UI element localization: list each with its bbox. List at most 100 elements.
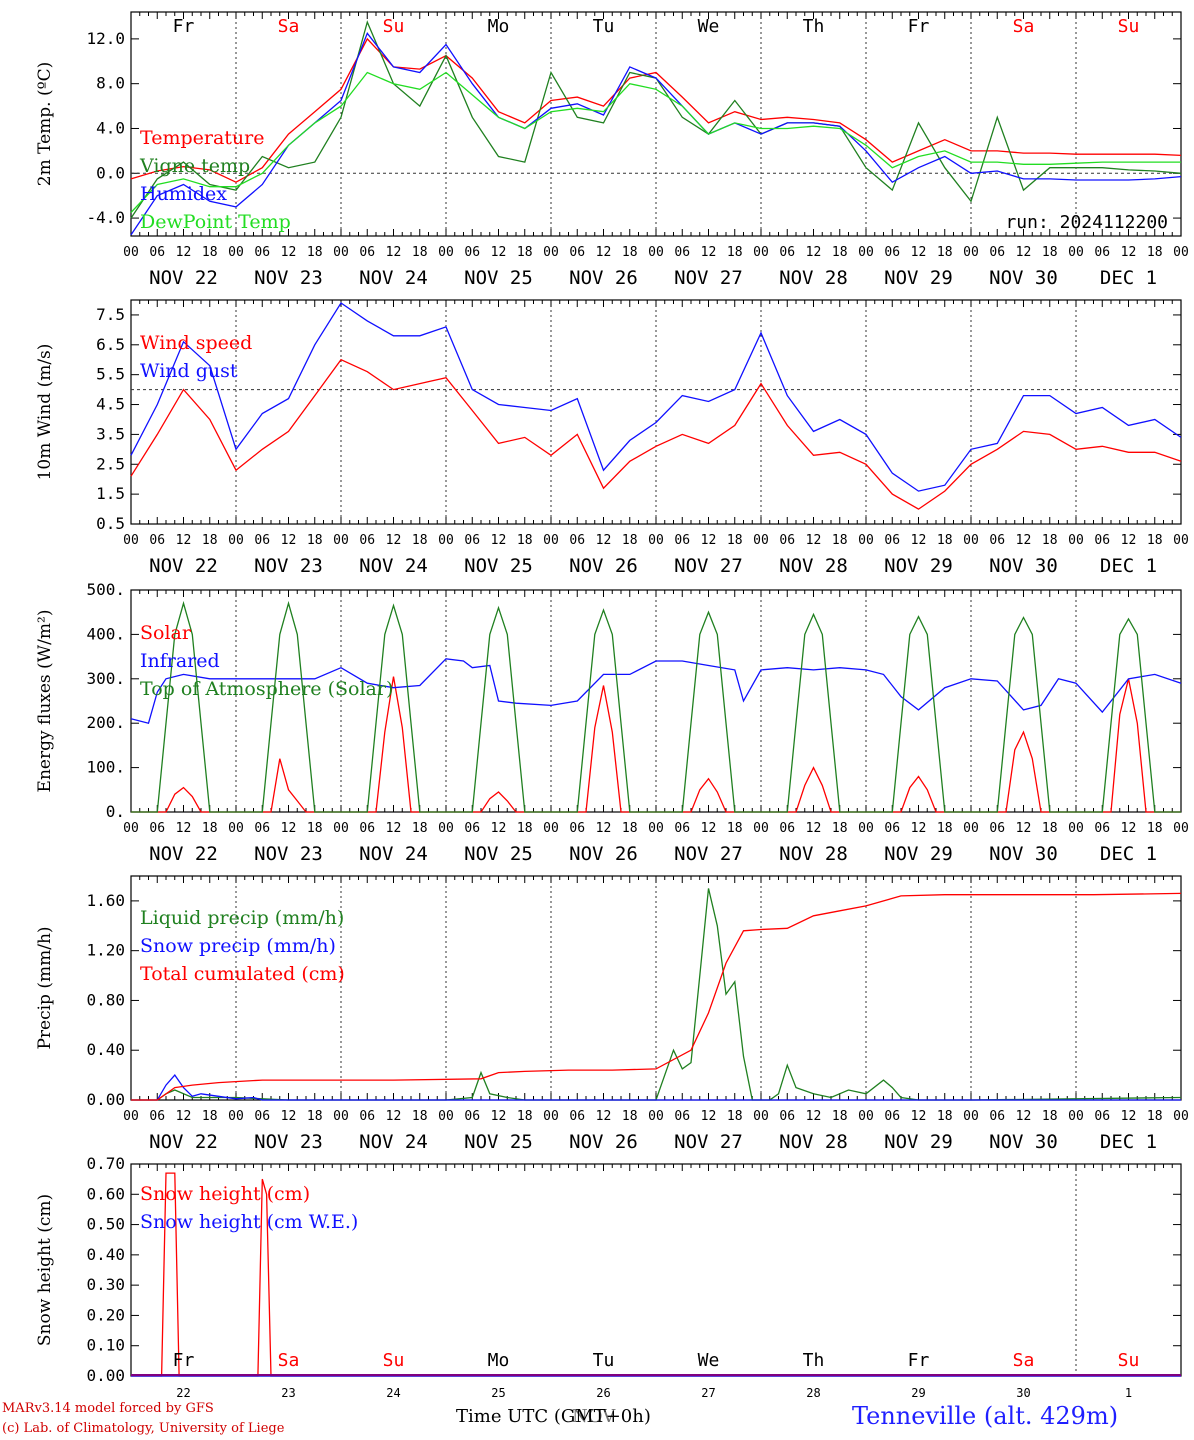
y-tick-label: 400. xyxy=(86,624,125,643)
legend-entry-liquid-precip-mm-h-: Liquid precip (mm/h) xyxy=(140,907,344,929)
series-line-total-cumulated-cm- xyxy=(131,892,1182,1101)
hour-tick-label: 06 xyxy=(149,533,165,548)
weekday-label: Fr xyxy=(908,1350,930,1371)
hour-tick-label: 06 xyxy=(1094,821,1110,836)
y-tick-label: 0. xyxy=(106,802,125,821)
hour-tick-label: 18 xyxy=(1042,1109,1058,1124)
hour-tick-label: 06 xyxy=(1094,533,1110,548)
hour-tick-label: 00 xyxy=(438,1109,454,1124)
day-number-label: 25 xyxy=(491,1386,505,1400)
y-tick-label: 0.80 xyxy=(86,990,125,1009)
legend-entry-snow-precip-mm-h-: Snow precip (mm/h) xyxy=(140,935,336,957)
hour-tick-label: 18 xyxy=(937,245,953,260)
hour-tick-label: 06 xyxy=(884,821,900,836)
date-label: NOV 30 xyxy=(989,267,1058,289)
hour-tick-label: 00 xyxy=(858,821,874,836)
y-axis-title: Precip (mm/h) xyxy=(35,926,55,1049)
hour-tick-label: 00 xyxy=(1173,245,1189,260)
date-label: NOV 22 xyxy=(149,1131,218,1153)
hour-tick-label: 18 xyxy=(832,533,848,548)
hour-tick-label: 06 xyxy=(254,1109,270,1124)
date-label: DEC 1 xyxy=(1100,843,1157,865)
hour-tick-label: 18 xyxy=(937,821,953,836)
panel-4 xyxy=(130,875,1182,1101)
weekday-label: Fr xyxy=(908,16,930,37)
hour-tick-label: 06 xyxy=(254,245,270,260)
date-label: NOV 30 xyxy=(989,843,1058,865)
hour-tick-label: 00 xyxy=(1173,821,1189,836)
hour-tick-label: 18 xyxy=(517,821,533,836)
y-tick-label: 0.30 xyxy=(86,1275,125,1294)
y-tick-label: 5.5 xyxy=(96,365,125,384)
weekday-label: Fr xyxy=(173,16,195,37)
y-axis-title: Energy fluxes (W/m²) xyxy=(35,610,55,793)
hour-tick-label: 12 xyxy=(806,1109,822,1124)
y-tick-label: 0.0 xyxy=(96,163,125,182)
date-label: NOV 28 xyxy=(779,267,848,289)
hour-tick-label: 06 xyxy=(464,821,480,836)
hour-tick-label: 12 xyxy=(386,821,402,836)
legend-entry-solar: Solar xyxy=(140,622,192,644)
hour-tick-label: 12 xyxy=(386,245,402,260)
hour-tick-label: 00 xyxy=(543,245,559,260)
date-label: DEC 1 xyxy=(1100,555,1157,577)
hour-tick-label: 18 xyxy=(727,821,743,836)
series-line-liquid-precip-mm-h- xyxy=(131,888,1182,1101)
series-line-temperature xyxy=(130,37,1182,183)
hour-tick-label: 06 xyxy=(359,1109,375,1124)
hour-tick-label: 12 xyxy=(1121,533,1137,548)
y-tick-label: 0.00 xyxy=(86,1366,125,1385)
panel-5 xyxy=(130,1163,1182,1377)
hour-tick-label: 18 xyxy=(517,1109,533,1124)
credit-line-1: MARv3.14 model forced by GFS xyxy=(2,1401,214,1416)
legend-entry-temperature: Temperature xyxy=(140,127,264,149)
date-label: DEC 1 xyxy=(1100,267,1157,289)
date-label: NOV 28 xyxy=(779,555,848,577)
hour-tick-label: 06 xyxy=(884,1109,900,1124)
hour-tick-label: 12 xyxy=(281,1109,297,1124)
y-tick-label: 8.0 xyxy=(96,74,125,93)
legend-entry-snow-height-cm-: Snow height (cm) xyxy=(140,1183,310,1205)
weekday-label: Su xyxy=(1118,16,1140,37)
date-label: NOV 24 xyxy=(359,1131,428,1153)
hour-tick-label: 12 xyxy=(281,245,297,260)
y-tick-label: 6.5 xyxy=(96,335,125,354)
hour-tick-label: 00 xyxy=(753,1109,769,1124)
hour-tick-label: 06 xyxy=(254,821,270,836)
weekday-label: Th xyxy=(803,16,825,37)
hour-tick-label: 12 xyxy=(911,245,927,260)
weekday-label: We xyxy=(698,1350,720,1371)
hour-tick-label: 12 xyxy=(1016,245,1032,260)
hour-tick-label: 12 xyxy=(1016,821,1032,836)
hour-tick-label: 00 xyxy=(228,821,244,836)
hour-tick-label: 18 xyxy=(412,245,428,260)
hour-tick-label: 18 xyxy=(727,1109,743,1124)
y-tick-label: 0.00 xyxy=(86,1090,125,1109)
date-label: NOV 24 xyxy=(359,267,428,289)
y-tick-label: 1.5 xyxy=(96,484,125,503)
hour-tick-label: 12 xyxy=(701,245,717,260)
hour-tick-label: 06 xyxy=(779,1109,795,1124)
hour-tick-label: 06 xyxy=(989,533,1005,548)
date-label: NOV 23 xyxy=(254,1131,323,1153)
weekday-label: We xyxy=(698,16,720,37)
y-tick-label: 0.70 xyxy=(86,1154,125,1173)
hour-tick-label: 18 xyxy=(307,533,323,548)
hour-tick-label: 06 xyxy=(989,245,1005,260)
weekday-label: Sa xyxy=(1013,16,1035,37)
hour-tick-label: 06 xyxy=(674,533,690,548)
hour-tick-label: 00 xyxy=(228,533,244,548)
hour-tick-label: 06 xyxy=(1094,245,1110,260)
legend-entry-top-of-atmosphere-solar-: Top of Atmosphere (Solar) xyxy=(140,678,393,700)
date-label: NOV 25 xyxy=(464,843,533,865)
y-tick-label: 1.60 xyxy=(86,891,125,910)
hour-tick-label: 18 xyxy=(622,245,638,260)
x-axis-title-overlap: NOV xyxy=(572,1406,616,1427)
hour-tick-label: 18 xyxy=(1147,1109,1163,1124)
weekday-label: Sa xyxy=(278,16,300,37)
day-number-label: 29 xyxy=(911,1386,925,1400)
hour-tick-label: 12 xyxy=(386,533,402,548)
hour-tick-label: 00 xyxy=(123,533,139,548)
hour-tick-label: 00 xyxy=(963,1109,979,1124)
y-tick-label: -4.0 xyxy=(86,208,125,227)
